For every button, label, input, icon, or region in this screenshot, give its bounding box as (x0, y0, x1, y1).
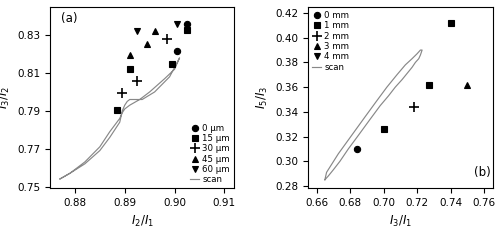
1 mm (426, 83, 432, 86)
Text: (b): (b) (474, 166, 491, 179)
Line: 60 μm: 60 μm (134, 21, 180, 35)
Line: 45 μm: 45 μm (126, 28, 158, 58)
Legend: 0 mm, 1 mm, 2 mm, 3 mm, 4 mm, scan: 0 mm, 1 mm, 2 mm, 3 mm, 4 mm, scan (310, 9, 351, 73)
Line: 1 mm: 1 mm (380, 20, 454, 132)
Text: (a): (a) (61, 12, 78, 25)
Line: 15 μm: 15 μm (114, 26, 190, 113)
30 μm (134, 79, 140, 82)
Y-axis label: $I_3/I_2$: $I_3/I_2$ (0, 86, 12, 109)
0 μm (174, 50, 180, 53)
Line: 0 μm: 0 μm (174, 21, 190, 54)
60 μm (134, 30, 140, 33)
X-axis label: $I_3/I_1$: $I_3/I_1$ (389, 214, 412, 227)
15 μm (184, 28, 190, 31)
Legend: 0 μm, 15 μm, 30 μm, 45 μm, 60 μm, scan: 0 μm, 15 μm, 30 μm, 45 μm, 60 μm, scan (188, 122, 232, 186)
45 μm (152, 30, 158, 33)
15 μm (114, 109, 120, 111)
1 mm (380, 128, 386, 131)
30 μm (120, 91, 126, 94)
0 μm (184, 22, 190, 25)
Line: 30 μm: 30 μm (118, 34, 172, 98)
30 μm (164, 38, 170, 40)
1 mm (448, 22, 454, 24)
X-axis label: $I_2/I_1$: $I_2/I_1$ (130, 214, 154, 227)
15 μm (126, 68, 132, 71)
45 μm (144, 42, 150, 45)
15 μm (169, 62, 175, 65)
60 μm (174, 22, 180, 25)
45 μm (126, 54, 132, 57)
Y-axis label: $I_5/I_3$: $I_5/I_3$ (254, 86, 270, 109)
